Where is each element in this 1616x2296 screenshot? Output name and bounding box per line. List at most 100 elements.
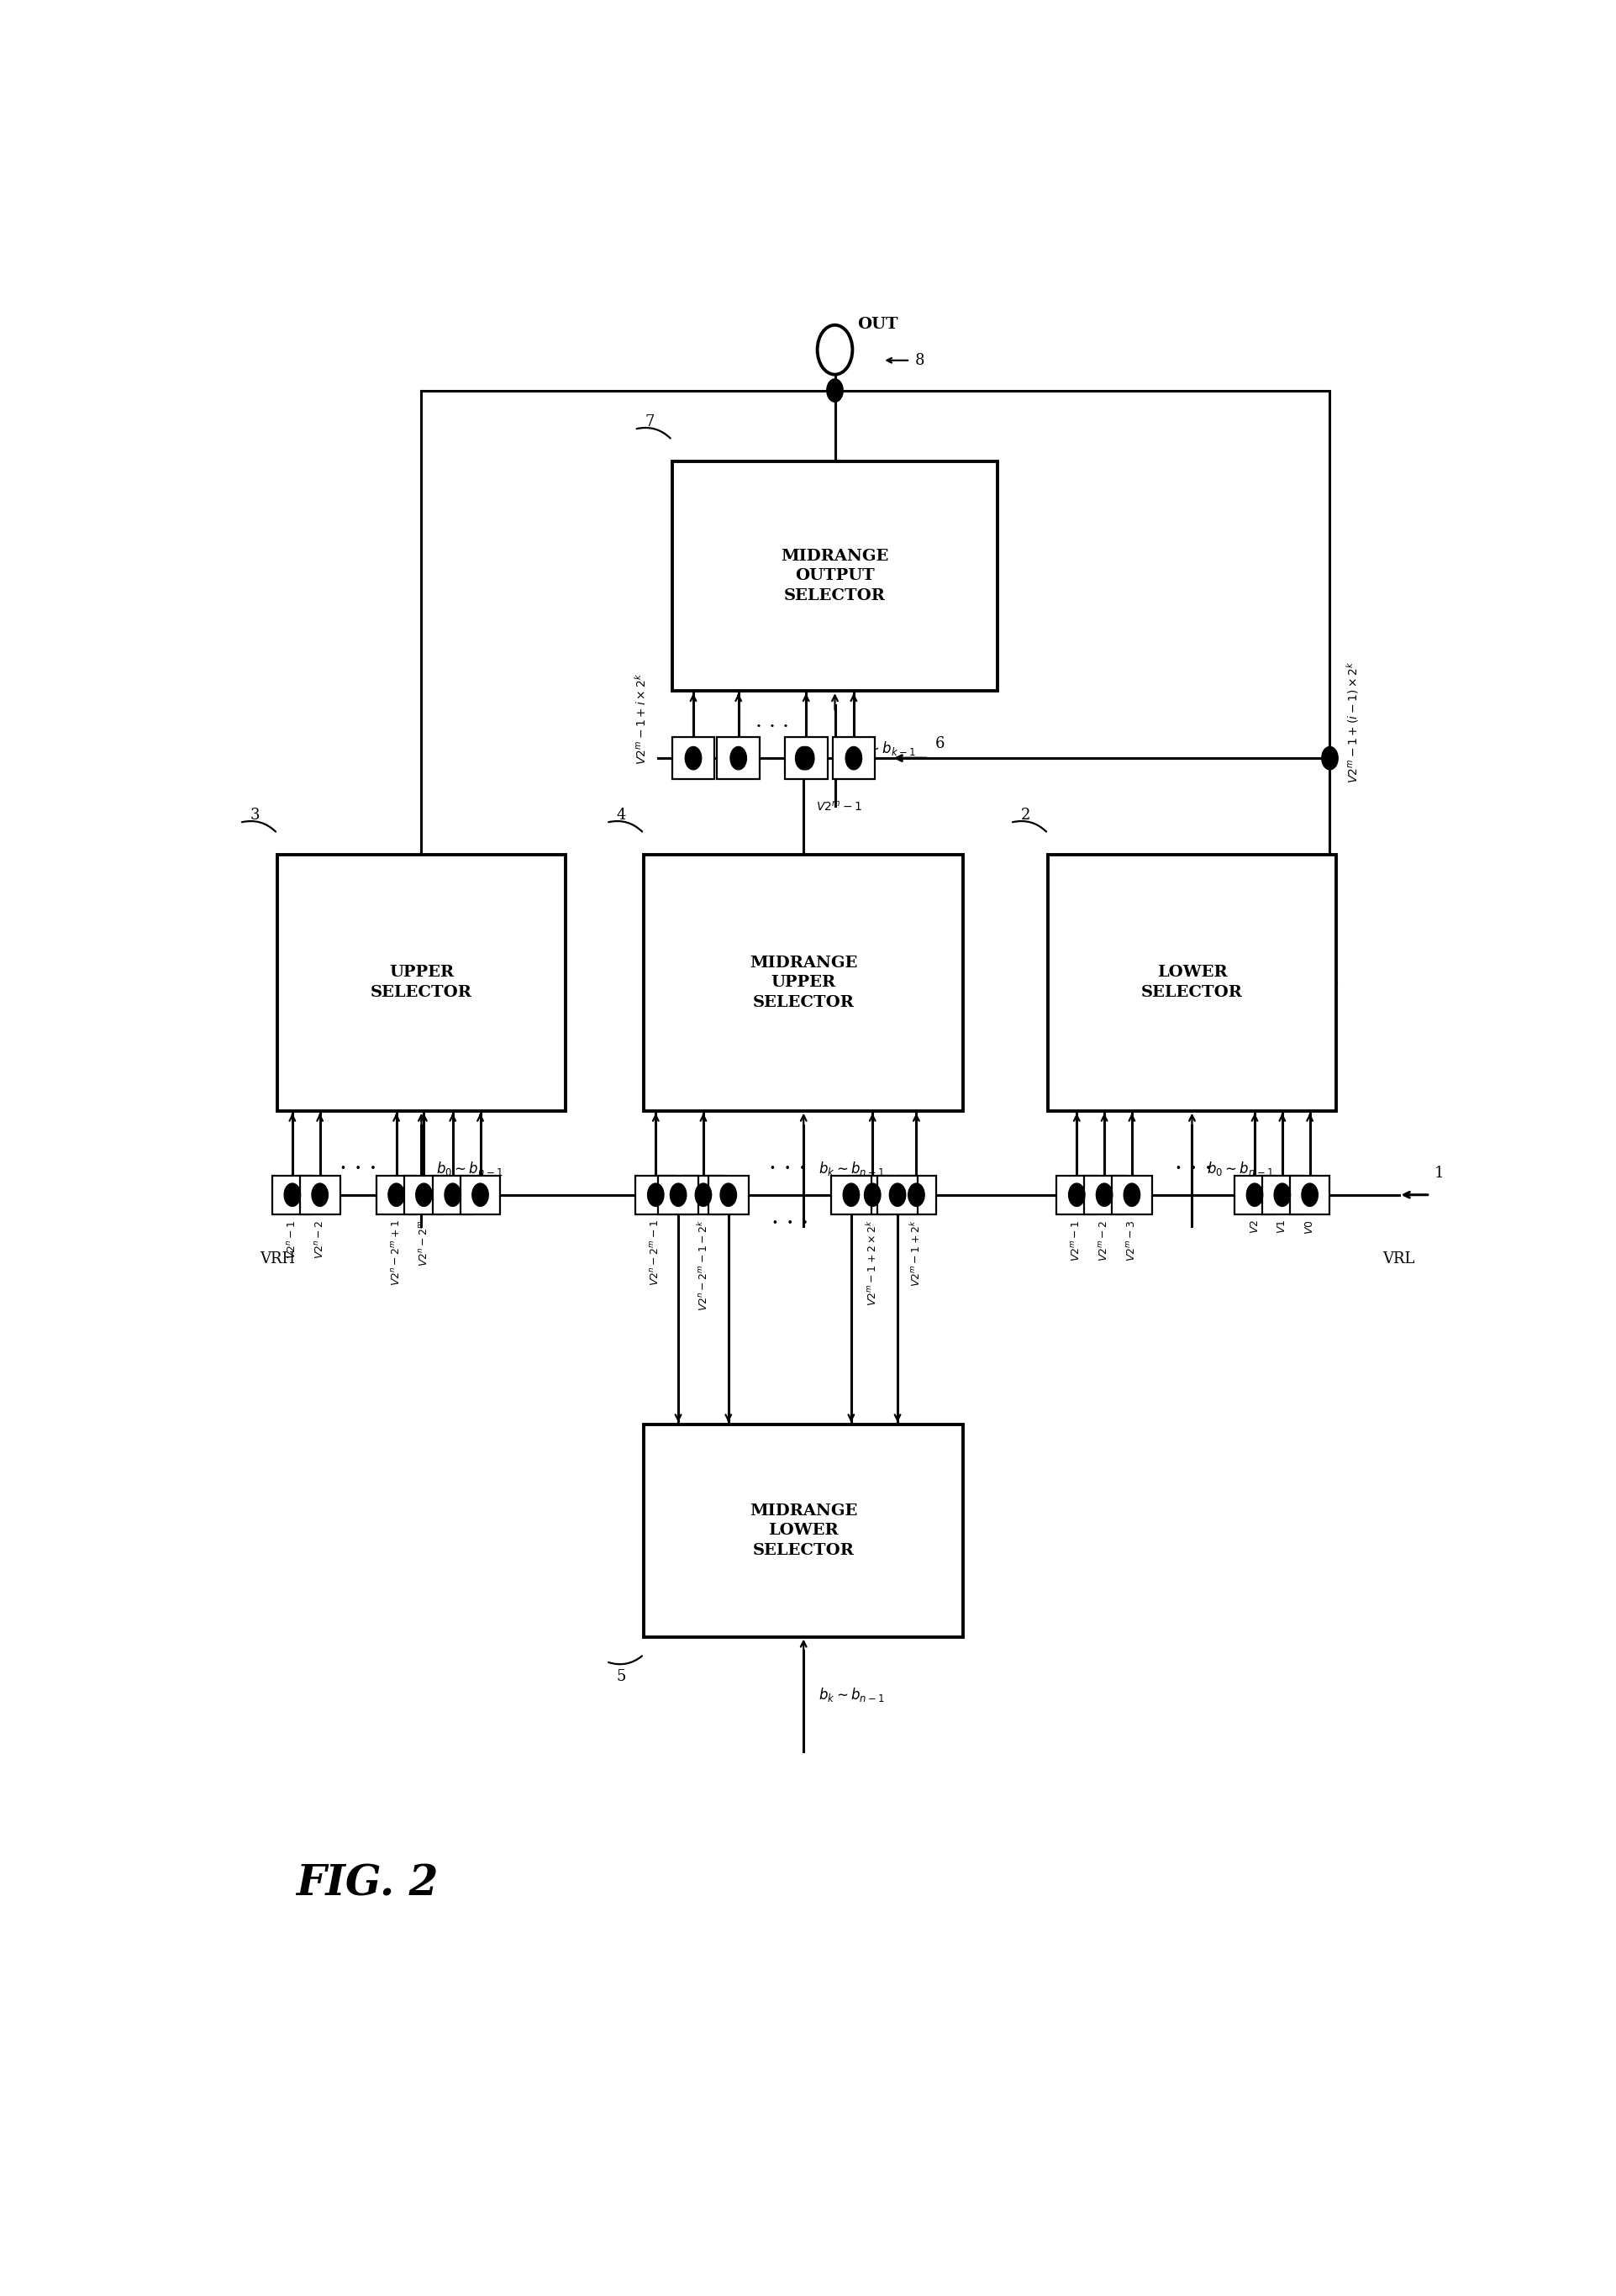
Circle shape: [826, 379, 842, 402]
Circle shape: [818, 326, 852, 374]
Text: $V2^n-2^m-1$: $V2^n-2^m-1$: [650, 1219, 661, 1286]
Circle shape: [472, 1182, 488, 1205]
Circle shape: [1320, 746, 1338, 769]
Text: MIDRANGE
UPPER
SELECTOR: MIDRANGE UPPER SELECTOR: [750, 955, 856, 1010]
Text: $V2^m-1$: $V2^m-1$: [1070, 1219, 1083, 1261]
Bar: [852, 1176, 892, 1215]
Circle shape: [1301, 1182, 1317, 1205]
Bar: [718, 737, 760, 778]
Text: $V2^m-3$: $V2^m-3$: [1125, 1219, 1138, 1261]
Bar: [1057, 1176, 1096, 1215]
Text: · · ·: · · ·: [1173, 1157, 1212, 1180]
Text: 7: 7: [645, 413, 654, 429]
Bar: [377, 1176, 417, 1215]
Text: $V0$: $V0$: [1304, 1219, 1314, 1235]
Text: · · ·: · · ·: [339, 1157, 377, 1180]
Circle shape: [1123, 1182, 1139, 1205]
Circle shape: [415, 1182, 431, 1205]
Bar: [784, 737, 827, 778]
Circle shape: [719, 1182, 737, 1205]
Bar: [635, 1176, 675, 1215]
Text: $b_0\sim b_{k-1}$: $b_0\sim b_{k-1}$: [850, 739, 916, 758]
Circle shape: [845, 746, 861, 769]
Bar: [672, 461, 997, 691]
Text: 3: 3: [250, 808, 260, 822]
Text: 1: 1: [1433, 1166, 1443, 1180]
Text: MIDRANGE
OUTPUT
SELECTOR: MIDRANGE OUTPUT SELECTOR: [781, 549, 889, 604]
Bar: [461, 1176, 499, 1215]
Bar: [404, 1176, 444, 1215]
Text: $V2^m-1+2^k$: $V2^m-1+2^k$: [910, 1219, 923, 1286]
Text: · · ·: · · ·: [755, 719, 789, 737]
Bar: [433, 1176, 472, 1215]
Bar: [271, 1176, 312, 1215]
Circle shape: [1273, 1182, 1290, 1205]
Text: $b_k\sim b_{n-1}$: $b_k\sim b_{n-1}$: [818, 1685, 884, 1704]
Bar: [658, 1176, 698, 1215]
Circle shape: [1096, 1182, 1112, 1205]
Bar: [877, 1176, 918, 1215]
Circle shape: [908, 1182, 924, 1205]
Text: $V2^n-1$: $V2^n-1$: [286, 1219, 297, 1258]
Text: 5: 5: [616, 1669, 625, 1683]
Bar: [643, 854, 963, 1111]
Text: 4: 4: [616, 808, 625, 822]
Text: $V2$: $V2$: [1249, 1219, 1259, 1233]
Text: $V2^n-2^m-1-2^k$: $V2^n-2^m-1-2^k$: [696, 1219, 709, 1311]
Circle shape: [842, 1182, 858, 1205]
Circle shape: [889, 1182, 905, 1205]
Text: LOWER
SELECTOR: LOWER SELECTOR: [1141, 964, 1243, 1001]
Text: $V2^m-1+i\times2^k$: $V2^m-1+i\times2^k$: [633, 673, 648, 765]
Circle shape: [1068, 1182, 1084, 1205]
Text: VRL: VRL: [1382, 1251, 1414, 1267]
Bar: [1235, 1176, 1273, 1215]
Circle shape: [669, 1182, 687, 1205]
Text: $V2^n-2$: $V2^n-2$: [314, 1219, 325, 1258]
Bar: [643, 1424, 963, 1637]
Text: FIG. 2: FIG. 2: [296, 1864, 438, 1906]
Circle shape: [312, 1182, 328, 1205]
Text: $V1$: $V1$: [1277, 1219, 1286, 1235]
Text: $V2^n-2^m$: $V2^n-2^m$: [419, 1219, 430, 1267]
Circle shape: [798, 746, 814, 769]
Circle shape: [730, 746, 747, 769]
Circle shape: [795, 746, 811, 769]
Text: $b_0\sim b_{n-1}$: $b_0\sim b_{n-1}$: [436, 1159, 503, 1178]
Text: MIDRANGE
LOWER
SELECTOR: MIDRANGE LOWER SELECTOR: [750, 1504, 856, 1559]
Bar: [1290, 1176, 1328, 1215]
Circle shape: [388, 1182, 404, 1205]
Text: $V2^n-2^m+1$: $V2^n-2^m+1$: [389, 1219, 402, 1286]
Bar: [672, 737, 714, 778]
Bar: [1262, 1176, 1301, 1215]
Bar: [684, 1176, 722, 1215]
Text: $V2^m-1$: $V2^m-1$: [816, 799, 861, 813]
Circle shape: [685, 746, 701, 769]
Bar: [832, 737, 874, 778]
Circle shape: [648, 1182, 664, 1205]
Text: · · ·: · · ·: [771, 1212, 808, 1235]
Bar: [1112, 1176, 1151, 1215]
Bar: [708, 1176, 748, 1215]
Bar: [1084, 1176, 1123, 1215]
Text: 2: 2: [1020, 808, 1029, 822]
Text: VRH: VRH: [260, 1251, 294, 1267]
Circle shape: [695, 1182, 711, 1205]
Bar: [831, 1176, 871, 1215]
Text: $b_0\sim b_{n-1}$: $b_0\sim b_{n-1}$: [1207, 1159, 1273, 1178]
Circle shape: [284, 1182, 301, 1205]
Circle shape: [444, 1182, 461, 1205]
Text: $V2^m-1+(i-1)\times2^k$: $V2^m-1+(i-1)\times2^k$: [1345, 661, 1361, 783]
Bar: [1047, 854, 1335, 1111]
Circle shape: [865, 1182, 881, 1205]
Bar: [895, 1176, 936, 1215]
Text: · · ·: · · ·: [769, 1157, 806, 1180]
Bar: [278, 854, 566, 1111]
Text: UPPER
SELECTOR: UPPER SELECTOR: [370, 964, 472, 1001]
Bar: [299, 1176, 339, 1215]
Text: 8: 8: [915, 354, 924, 367]
Circle shape: [1246, 1182, 1262, 1205]
Text: $b_k\sim b_{n-1}$: $b_k\sim b_{n-1}$: [818, 1159, 884, 1178]
Text: $V2^m-1+2\times2^k$: $V2^m-1+2\times2^k$: [865, 1219, 879, 1306]
Text: $V2^m-2$: $V2^m-2$: [1097, 1219, 1110, 1261]
Text: 6: 6: [934, 737, 944, 751]
